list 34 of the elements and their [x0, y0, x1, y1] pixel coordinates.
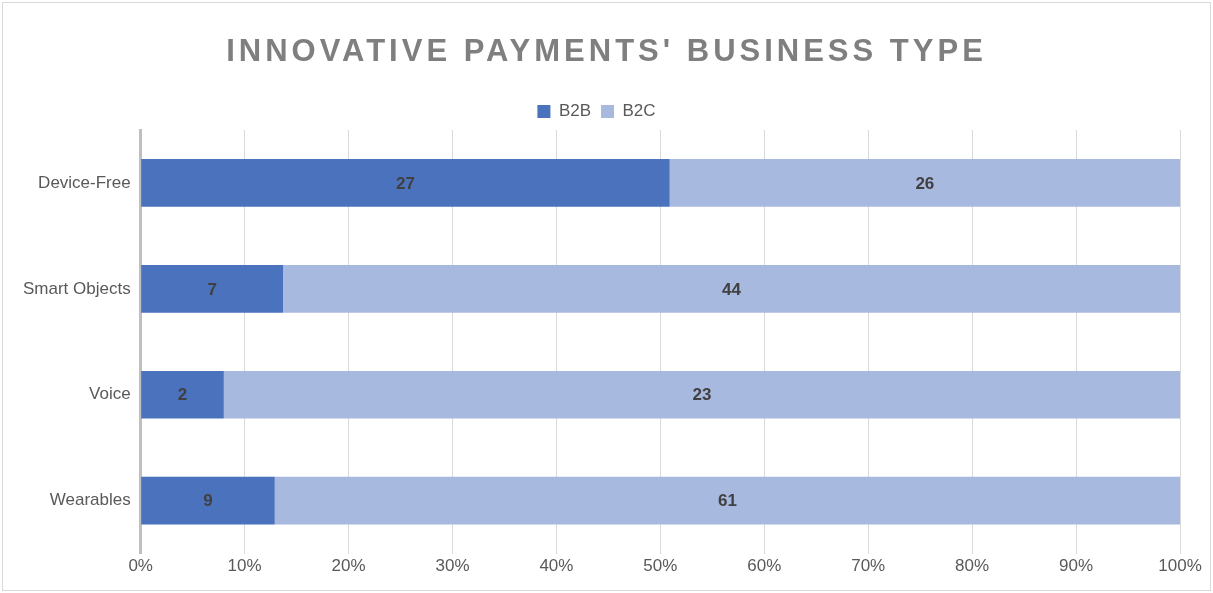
x-tick-label: 50%	[643, 556, 678, 576]
x-tick-label: 20%	[331, 556, 366, 576]
annotation: 7	[207, 279, 217, 299]
annotation: 61	[717, 491, 737, 511]
bar	[141, 476, 275, 525]
annotation: 23	[692, 385, 712, 405]
bar	[274, 476, 1180, 525]
x-tick-label: 80%	[955, 556, 990, 576]
bar	[283, 265, 1180, 313]
y-tick-label: Smart Objects	[22, 278, 131, 298]
annotation: 26	[915, 173, 935, 193]
annotation: 27	[395, 173, 415, 193]
x-tick-label: 30%	[435, 556, 470, 576]
y-tick-label: Voice	[89, 384, 131, 404]
y-tick-label: Wearables	[49, 490, 131, 510]
x-tick-label: 0%	[128, 556, 153, 576]
x-tick-label: 90%	[1059, 556, 1094, 576]
legend-label: B2B	[558, 101, 592, 121]
bar	[223, 370, 1180, 419]
bar	[141, 159, 670, 207]
bar	[141, 370, 224, 419]
annotation: 9	[203, 491, 213, 511]
bar	[141, 265, 284, 313]
annotation: 2	[177, 385, 188, 405]
x-tick-label: 100%	[1158, 556, 1202, 576]
x-tick-label: 10%	[227, 556, 262, 576]
x-tick-label: 40%	[539, 556, 574, 576]
y-tick-label: Device-Free	[38, 172, 131, 192]
x-tick-label: 60%	[747, 556, 782, 576]
legend-label: B2C	[622, 101, 656, 121]
x-tick-label: 70%	[851, 556, 886, 576]
chart-title: INNOVATIVE PAYMENTS' BUSINESS TYPE	[225, 33, 988, 69]
annotation: 44	[722, 279, 742, 299]
bar	[669, 159, 1180, 207]
